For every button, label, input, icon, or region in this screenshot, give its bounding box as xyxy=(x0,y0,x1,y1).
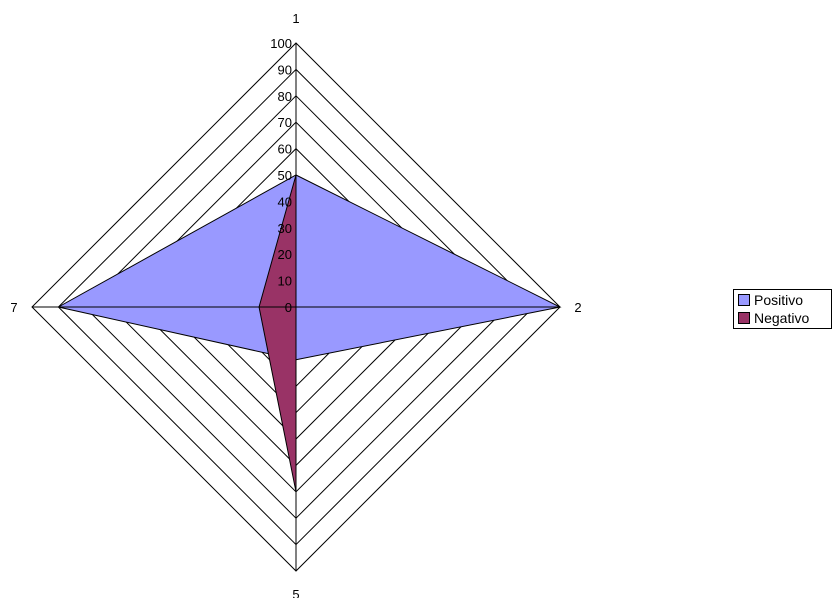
radar-series xyxy=(57,174,562,493)
tick-label-90: 90 xyxy=(278,62,292,77)
tick-label-0: 0 xyxy=(285,300,292,315)
radar-axes xyxy=(32,43,560,571)
tick-label-60: 60 xyxy=(278,142,292,157)
radar-tick-labels: 0 10 20 30 40 50 60 70 80 90 100 xyxy=(270,36,292,315)
legend-label-negativo: Negativo xyxy=(754,310,810,326)
radar-category-labels: 1 2 5 7 xyxy=(10,11,581,598)
category-label-1: 1 xyxy=(292,11,299,26)
tick-label-70: 70 xyxy=(278,115,292,130)
legend-label-positivo: Positivo xyxy=(754,292,804,308)
series-area-positivo xyxy=(57,174,562,361)
legend: Positivo Negativo xyxy=(733,289,832,329)
tick-label-30: 30 xyxy=(278,221,292,236)
category-label-5: 5 xyxy=(292,587,299,598)
tick-label-50: 50 xyxy=(278,168,292,183)
legend-swatch-positivo xyxy=(738,294,750,306)
tick-label-40: 40 xyxy=(278,194,292,209)
category-label-2: 2 xyxy=(574,300,581,315)
tick-label-80: 80 xyxy=(278,89,292,104)
legend-item-negativo: Negativo xyxy=(738,309,809,327)
tick-label-10: 10 xyxy=(278,274,292,289)
tick-label-100: 100 xyxy=(270,36,292,51)
legend-item-positivo: Positivo xyxy=(738,291,803,309)
tick-label-20: 20 xyxy=(278,247,292,262)
category-label-7: 7 xyxy=(10,300,17,315)
legend-swatch-negativo xyxy=(738,312,750,324)
